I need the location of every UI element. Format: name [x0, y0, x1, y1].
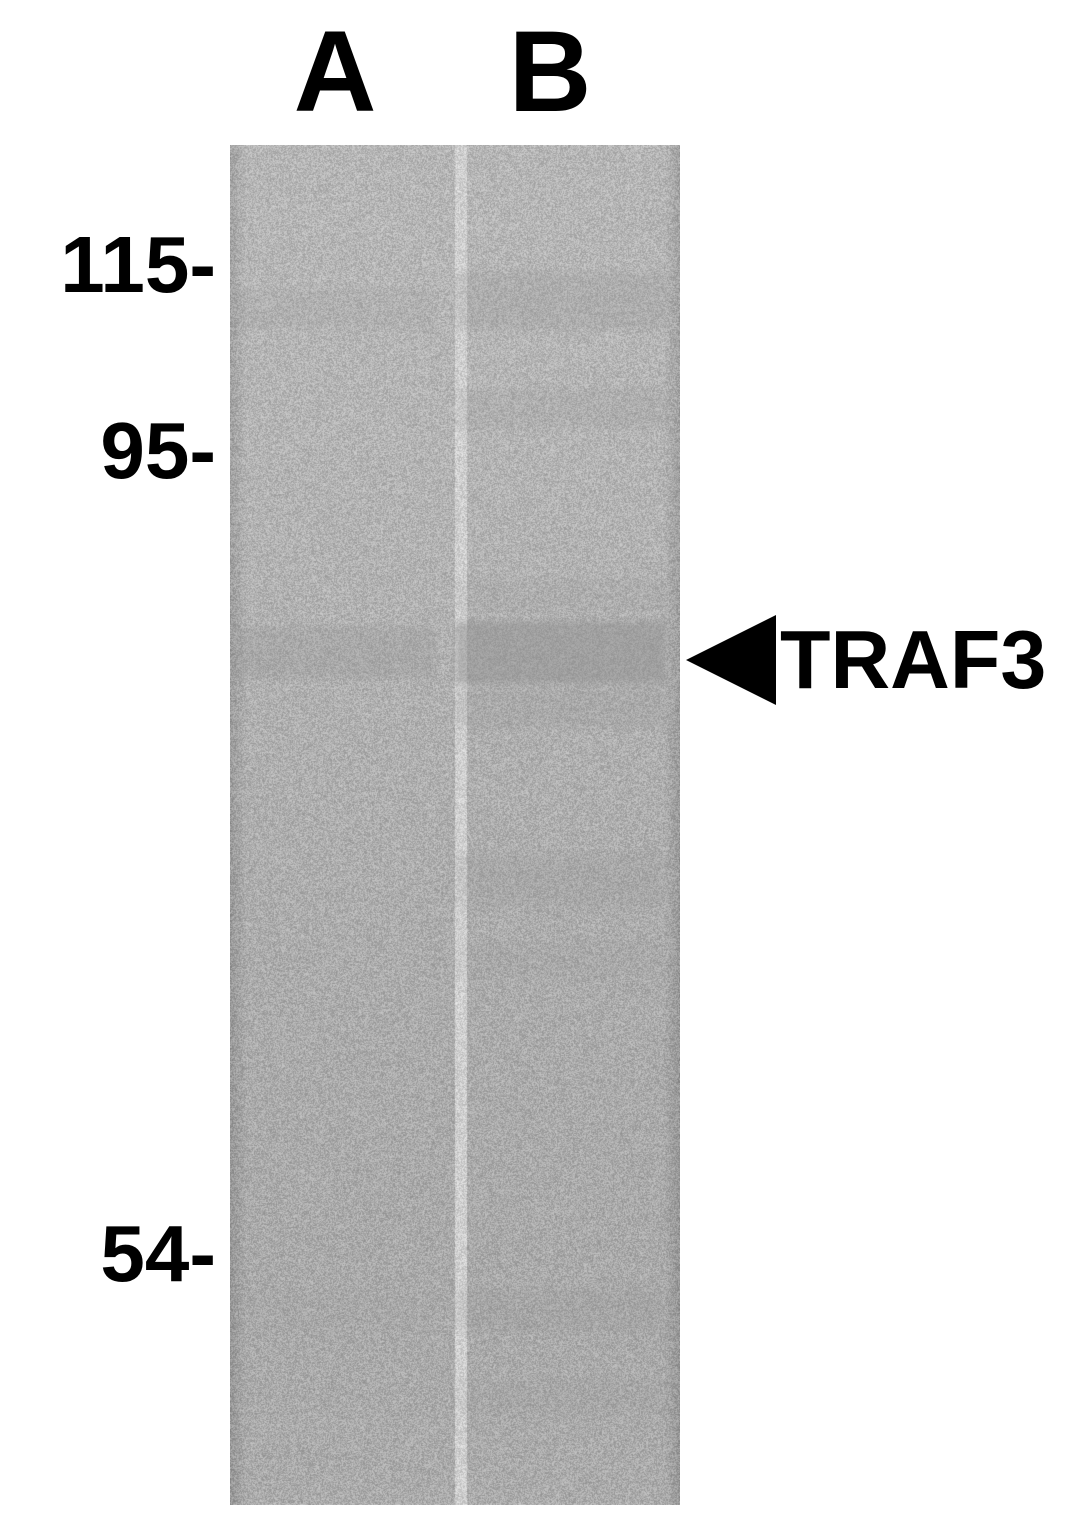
- protein-label: TRAF3: [780, 615, 1046, 705]
- mw-marker-54: 54-: [0, 1208, 216, 1300]
- mw-marker-115: 115-: [0, 219, 216, 311]
- blot-membrane: [230, 145, 680, 1505]
- lane-label-a: A: [283, 6, 386, 138]
- mw-marker-95: 95-: [0, 405, 216, 497]
- western-blot-figure: { "figure": { "type": "western-blot", "c…: [0, 0, 1080, 1525]
- lane-label-b: B: [498, 6, 601, 138]
- arrowhead-left-icon: [686, 615, 776, 705]
- protein-pointer: TRAF3: [686, 615, 1046, 705]
